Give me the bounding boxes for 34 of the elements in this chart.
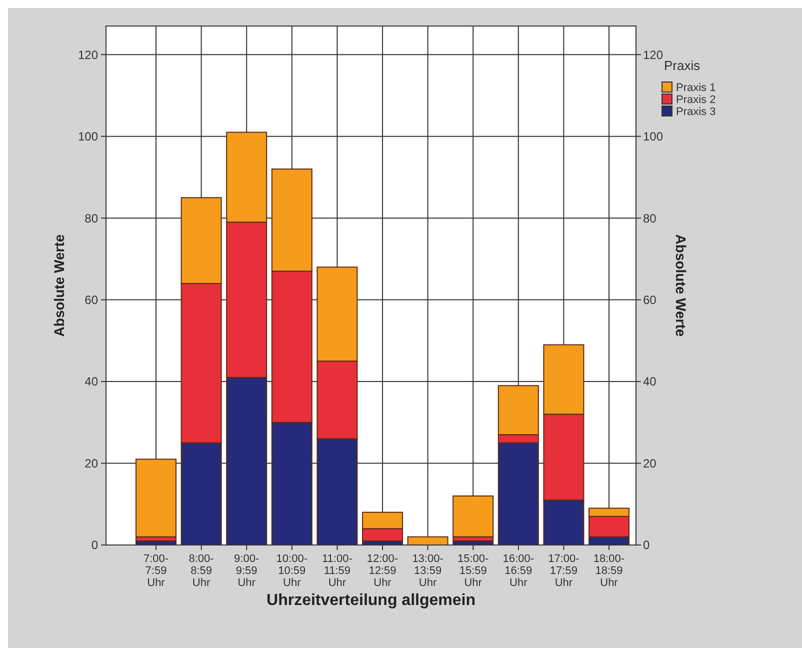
- x-tick-label: 15:00- 15:59 Uhr: [458, 553, 490, 589]
- bar: [136, 458, 176, 538]
- y2-tick-label: 80: [643, 211, 657, 226]
- y-tick-label: 40: [84, 374, 98, 389]
- y-tick-label: 60: [84, 293, 98, 308]
- y-tick-label: 80: [84, 211, 98, 226]
- x-tick-label: 18:00- 18:59 Uhr: [593, 553, 625, 589]
- x-tick-label: 7:00- 7:59 Uhr: [143, 553, 169, 589]
- x-tick-label: 16:00- 16:59 Uhr: [502, 553, 534, 589]
- y2-tick-label: 20: [643, 456, 657, 470]
- y2-axis-title: Absolute Werte: [673, 234, 689, 337]
- y2-tick-label: 40: [643, 374, 657, 389]
- y2-tick-label: 120: [643, 48, 664, 62]
- legend-label: Praxis 1: [676, 82, 716, 94]
- legend-title: Praxis: [664, 58, 701, 73]
- x-tick-label: 17:00- 17:59 Uhr: [548, 553, 580, 589]
- bar: [452, 495, 494, 538]
- y2-tick-label: 60: [643, 293, 657, 308]
- legend-label: Praxis 2: [676, 94, 716, 106]
- x-axis-title: Uhrzeitverteilung allgemein: [266, 592, 476, 609]
- y-tick-label: 0: [91, 538, 98, 552]
- x-tick-label: 13:00- 13:59 Uhr: [412, 553, 444, 589]
- y-axis-title: Absolute Werte: [51, 234, 67, 337]
- x-tick-label: 11:00- 11:59 Uhr: [322, 553, 353, 589]
- y-tick-label: 20: [84, 456, 98, 470]
- y2-tick-label: 100: [643, 130, 664, 144]
- x-tick-label: 12:00- 12:59 Uhr: [366, 553, 398, 589]
- legend-label: Praxis 3: [676, 106, 716, 118]
- y-tick-label: 120: [78, 48, 98, 62]
- y-tick-label: 100: [78, 130, 98, 144]
- x-tick-label: 9:00- 9:59 Uhr: [234, 553, 260, 589]
- y2-tick-label: 0: [643, 538, 650, 552]
- x-tick-label: 10:00- 10:59 Uhr: [276, 553, 308, 589]
- x-tick-label: 8:00- 8:59 Uhr: [188, 553, 214, 589]
